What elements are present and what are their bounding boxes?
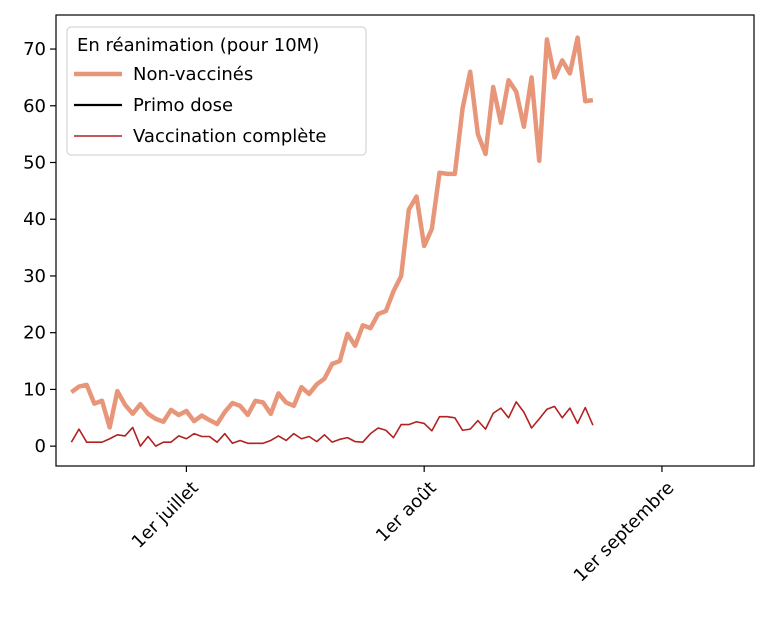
legend-entries: Non-vaccinés Primo dose Vaccination complè… bbox=[74, 64, 326, 147]
legend-box bbox=[66, 26, 367, 156]
plot-area bbox=[55, 14, 755, 467]
y-tick-label: 60 bbox=[23, 96, 46, 117]
y-axis: 0 10 20 30 40 50 60 70 bbox=[23, 39, 56, 457]
y-tick-label: 30 bbox=[23, 266, 46, 287]
series-line-vaccination-complete bbox=[70, 401, 594, 447]
legend-label-primo-dose: Primo dose bbox=[133, 95, 233, 116]
y-tick-label: 70 bbox=[23, 39, 46, 60]
legend-label-vaccination-complete: Vaccination complète bbox=[133, 126, 326, 147]
series-line-non-vaccines bbox=[70, 35, 594, 430]
y-tick-label: 50 bbox=[23, 152, 46, 173]
y-tick-label: 10 bbox=[23, 379, 46, 400]
legend: En réanimation (pour 10M) Non-vaccinés Pr… bbox=[66, 26, 367, 156]
legend-title: En réanimation (pour 10M) bbox=[77, 35, 319, 56]
y-tick-label: 0 bbox=[35, 436, 46, 457]
y-tick-label: 40 bbox=[23, 209, 46, 230]
series-layer bbox=[70, 35, 594, 447]
y-tick-label: 20 bbox=[23, 323, 46, 344]
legend-label-non-vaccines: Non-vaccinés bbox=[133, 64, 253, 85]
